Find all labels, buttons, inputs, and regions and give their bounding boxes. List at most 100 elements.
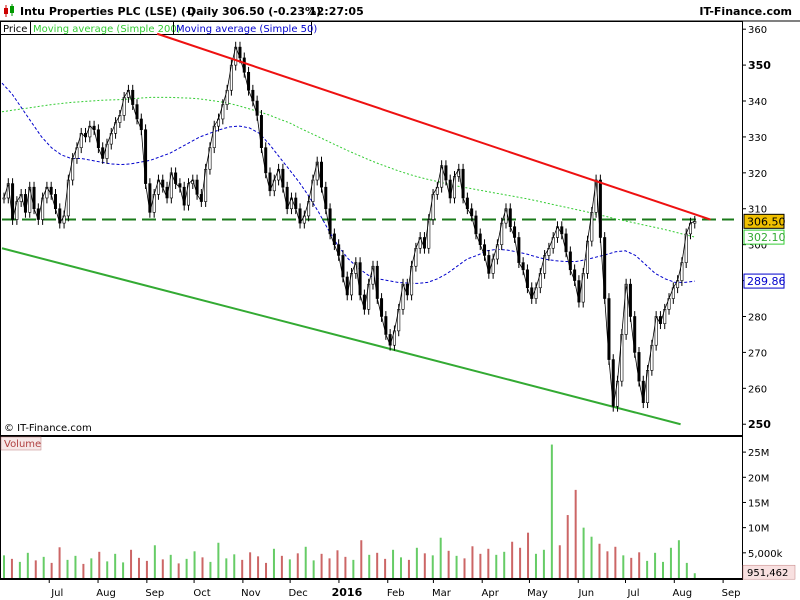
volume-bar	[590, 536, 593, 578]
volume-bar	[447, 550, 450, 578]
volume-bar	[511, 541, 514, 578]
volume-bar	[130, 549, 133, 578]
volume-bar	[3, 555, 5, 578]
x-tick-label: Jul	[626, 588, 639, 599]
volume-bar	[74, 555, 77, 578]
volume-bar	[384, 558, 387, 578]
volume-bar	[368, 554, 371, 578]
y-tick-label: 280	[748, 312, 767, 323]
header-bar	[0, 0, 800, 21]
volume-tick-label: 15M	[748, 498, 769, 509]
volume-bar	[193, 551, 196, 578]
x-tick-label: Nov	[241, 588, 261, 599]
legend-box	[0, 21, 312, 35]
last-volume-label: 951,462	[747, 568, 788, 579]
volume-bar	[550, 444, 553, 578]
price-line	[3, 45, 695, 407]
volume-bar	[407, 559, 410, 578]
candle-chart-icon	[4, 4, 14, 17]
volume-bar	[463, 558, 466, 578]
volume-bar	[106, 561, 109, 578]
ma200-group	[1, 96, 695, 238]
price-label: 306.50	[747, 215, 786, 228]
volume-bar	[169, 554, 172, 578]
chart-title: Intu Properties PLC (LSE) (-)	[20, 5, 195, 18]
price-label-box	[743, 213, 785, 229]
volume-bar	[272, 548, 275, 578]
volume-bar	[265, 562, 268, 578]
volume-bar	[558, 545, 561, 578]
volume-bar	[304, 546, 307, 578]
volume-bar	[598, 543, 601, 578]
y-tick-label: 250	[748, 418, 771, 431]
volume-bar	[201, 557, 204, 578]
volume-bar	[622, 555, 625, 578]
volume-bar	[209, 561, 212, 578]
volume-bar	[399, 557, 402, 578]
price-label: 302.10	[747, 231, 786, 244]
volume-bar	[360, 540, 363, 578]
volume-bar	[646, 560, 649, 578]
volume-bar	[566, 515, 569, 578]
volume-axis-ticks: 25M 20M 15M 10M 5,000k 951,462	[742, 448, 796, 580]
volume-bar	[574, 489, 577, 578]
volume-bar	[241, 559, 244, 578]
volume-tick-label: 20M	[748, 473, 769, 484]
volume-bar	[217, 542, 220, 578]
volume-bar	[519, 547, 522, 578]
volume-bar	[288, 559, 291, 578]
x-tick-label: Aug	[673, 588, 693, 599]
price-label-box	[743, 273, 785, 289]
volume-bar	[114, 553, 117, 578]
x-tick-label: Sep	[722, 588, 741, 599]
x-tick-label: Aug	[96, 588, 116, 599]
volume-bar	[145, 560, 148, 578]
price-series-group	[2, 41, 697, 412]
volume-bar	[582, 527, 585, 578]
last-quote: 306.50 (-0.23%)	[222, 5, 321, 18]
y-tick-label: 310	[748, 205, 767, 216]
x-tick-label: Jul	[50, 588, 63, 599]
price-label: 289.86	[747, 275, 786, 288]
volume-bar	[693, 573, 696, 578]
y-tick-label: 350	[748, 59, 771, 72]
copyright-text: © IT-Finance.com	[4, 423, 92, 434]
ma50-group	[1, 82, 695, 284]
y-tick-label: 270	[748, 348, 767, 359]
volume-bar	[18, 561, 21, 578]
quote-time: 12:27:05	[309, 5, 364, 18]
legend-price: Price	[3, 24, 27, 35]
volume-bar	[423, 553, 426, 578]
volume-bar	[614, 546, 617, 578]
volume-tick-label: 25M	[748, 448, 769, 459]
volume-tick-label: 5,000k	[748, 549, 783, 560]
y-tick-label: 340	[748, 97, 767, 108]
volume-bar	[320, 553, 323, 578]
volume-bar	[10, 558, 13, 578]
price-label-box	[743, 229, 785, 245]
x-axis-ticks: Jul Aug Sep Oct Nov Dec 2016 Feb Mar Apr May Jun Jul…	[0, 579, 742, 599]
volume-label: Volume	[4, 439, 41, 450]
volume-bar	[177, 563, 180, 578]
volume-bar	[344, 556, 347, 578]
ma200-line	[1, 96, 695, 238]
y-tick-label: 330	[748, 133, 767, 144]
volume-bar	[431, 555, 434, 578]
volume-bar	[98, 551, 101, 578]
y-tick-label: 320	[748, 169, 767, 180]
volume-bar	[439, 537, 442, 578]
volume-bar	[34, 560, 37, 578]
ma50-line	[1, 82, 695, 284]
volume-bar	[487, 548, 490, 578]
y-tick-label: 360	[748, 25, 767, 36]
volume-bar	[669, 547, 672, 578]
volume-bar	[392, 549, 395, 578]
volume-bar	[26, 552, 29, 578]
volume-bar	[50, 562, 53, 578]
x-tick-label: 2016	[332, 586, 363, 599]
x-tick-label: Sep	[145, 588, 164, 599]
volume-bar	[233, 554, 236, 578]
volume-bar	[58, 547, 61, 578]
